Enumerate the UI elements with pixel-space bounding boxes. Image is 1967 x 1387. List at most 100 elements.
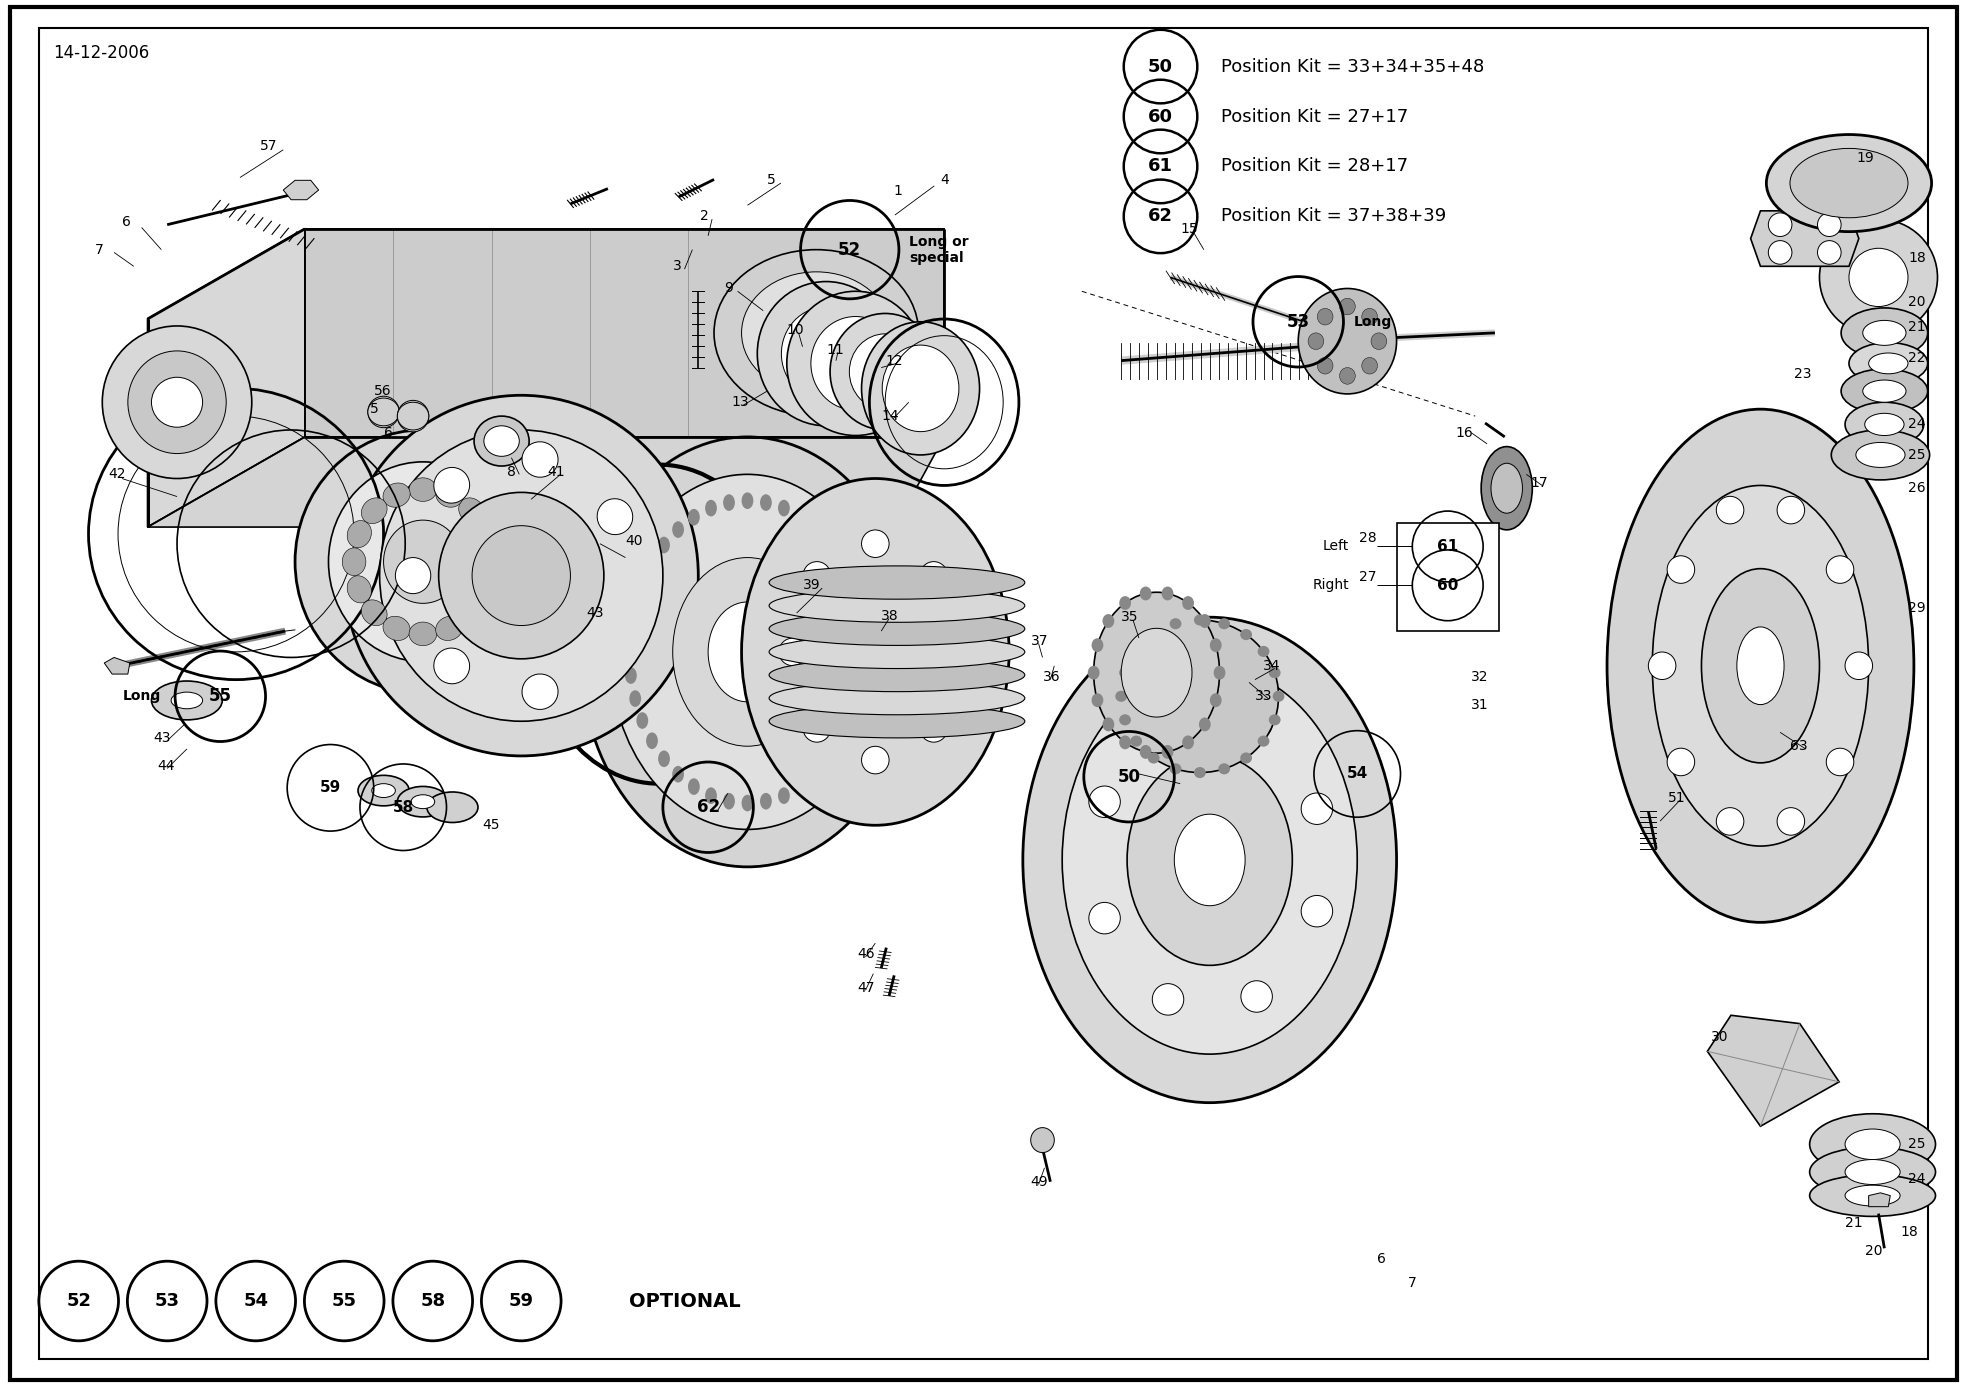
Text: 56: 56 <box>374 384 391 398</box>
Ellipse shape <box>1865 413 1904 436</box>
Ellipse shape <box>384 483 411 508</box>
Text: 50: 50 <box>1117 768 1141 785</box>
Text: 8: 8 <box>507 465 517 479</box>
Ellipse shape <box>435 467 470 503</box>
Text: 24: 24 <box>1908 417 1926 431</box>
Text: 46: 46 <box>858 947 875 961</box>
Text: 54: 54 <box>244 1293 268 1309</box>
Ellipse shape <box>1845 1184 1900 1205</box>
Ellipse shape <box>824 537 836 553</box>
Ellipse shape <box>397 402 429 430</box>
Circle shape <box>1241 707 1273 739</box>
Ellipse shape <box>474 576 500 603</box>
Text: 35: 35 <box>1121 610 1139 624</box>
Ellipse shape <box>1863 380 1906 402</box>
Ellipse shape <box>1701 569 1819 763</box>
Ellipse shape <box>688 509 700 526</box>
Ellipse shape <box>781 307 871 401</box>
Ellipse shape <box>328 462 517 662</box>
Ellipse shape <box>858 667 869 684</box>
Ellipse shape <box>362 599 387 626</box>
Text: 23: 23 <box>1794 368 1812 381</box>
Ellipse shape <box>435 616 462 641</box>
Ellipse shape <box>810 316 901 411</box>
Ellipse shape <box>1855 442 1904 467</box>
Polygon shape <box>1707 1015 1839 1126</box>
Polygon shape <box>305 229 944 437</box>
Text: 18: 18 <box>1900 1225 1918 1239</box>
Text: 5: 5 <box>767 173 775 187</box>
Polygon shape <box>283 180 319 200</box>
Ellipse shape <box>1845 1160 1900 1184</box>
Text: 41: 41 <box>547 465 565 479</box>
Text: Long: Long <box>1353 315 1391 329</box>
Ellipse shape <box>1200 614 1212 628</box>
Ellipse shape <box>435 483 462 508</box>
Text: 26: 26 <box>1908 481 1926 495</box>
Circle shape <box>1227 915 1255 943</box>
Ellipse shape <box>1200 717 1212 731</box>
Ellipse shape <box>1849 343 1928 384</box>
Ellipse shape <box>1174 814 1245 906</box>
Text: 10: 10 <box>787 323 805 337</box>
Ellipse shape <box>1831 430 1930 480</box>
Ellipse shape <box>854 596 865 613</box>
Ellipse shape <box>724 793 736 810</box>
Circle shape <box>1825 748 1853 775</box>
Ellipse shape <box>1810 1175 1936 1216</box>
Text: 36: 36 <box>1043 670 1060 684</box>
Ellipse shape <box>1308 333 1324 350</box>
Ellipse shape <box>759 494 771 510</box>
Ellipse shape <box>1115 691 1127 702</box>
Ellipse shape <box>1119 596 1131 610</box>
Text: 51: 51 <box>1668 791 1686 804</box>
Text: 52: 52 <box>838 241 862 258</box>
Ellipse shape <box>358 775 409 806</box>
Ellipse shape <box>484 426 519 456</box>
Ellipse shape <box>580 437 915 867</box>
Polygon shape <box>1751 211 1859 266</box>
Ellipse shape <box>769 659 1025 692</box>
Circle shape <box>1776 497 1804 524</box>
Circle shape <box>1302 896 1334 927</box>
Text: 39: 39 <box>803 578 820 592</box>
Text: 43: 43 <box>586 606 604 620</box>
Ellipse shape <box>704 499 716 516</box>
Ellipse shape <box>759 793 771 810</box>
Ellipse shape <box>1131 735 1143 746</box>
Text: Position Kit = 37+38+39: Position Kit = 37+38+39 <box>1222 208 1446 225</box>
Ellipse shape <box>1607 409 1914 922</box>
Ellipse shape <box>1119 735 1131 749</box>
Text: 62: 62 <box>1149 208 1172 225</box>
Ellipse shape <box>858 620 869 637</box>
Ellipse shape <box>830 313 940 430</box>
Circle shape <box>921 562 948 589</box>
Ellipse shape <box>1121 628 1192 717</box>
Ellipse shape <box>1340 368 1355 384</box>
Ellipse shape <box>1121 620 1279 773</box>
Ellipse shape <box>860 644 871 660</box>
Ellipse shape <box>626 667 637 684</box>
Circle shape <box>1302 793 1334 824</box>
Circle shape <box>1818 240 1841 265</box>
Circle shape <box>1259 846 1286 874</box>
Circle shape <box>1668 748 1696 775</box>
Text: 53: 53 <box>1286 313 1310 330</box>
Text: 60: 60 <box>1149 108 1172 125</box>
Circle shape <box>1648 652 1676 680</box>
Ellipse shape <box>645 555 657 571</box>
Text: 6: 6 <box>122 215 132 229</box>
Text: 40: 40 <box>626 534 643 548</box>
Ellipse shape <box>846 576 858 592</box>
Circle shape <box>1845 652 1873 680</box>
Text: 29: 29 <box>1908 601 1926 614</box>
Ellipse shape <box>659 537 671 553</box>
Ellipse shape <box>458 599 484 626</box>
Ellipse shape <box>610 474 885 829</box>
Ellipse shape <box>862 322 980 455</box>
Ellipse shape <box>380 430 663 721</box>
Circle shape <box>1241 981 1273 1013</box>
Circle shape <box>397 401 429 431</box>
Ellipse shape <box>395 558 431 594</box>
Text: 49: 49 <box>1031 1175 1048 1189</box>
